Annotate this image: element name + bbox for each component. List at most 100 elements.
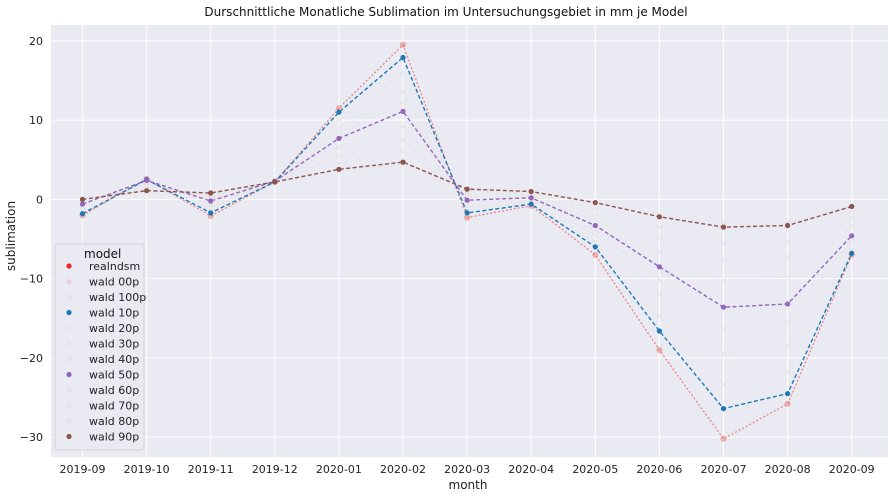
y-tick-label: −30 xyxy=(20,431,43,444)
x-tick-label: 2020-09 xyxy=(829,463,875,476)
legend-label: wald 90p xyxy=(89,431,139,444)
legend-marker xyxy=(66,418,72,424)
series-point-wald-50p xyxy=(528,195,534,201)
series-line-wald-40p xyxy=(82,102,853,330)
series-point-wald-30p xyxy=(593,232,598,238)
series-point-wald-90p xyxy=(464,186,470,192)
series-point-wald-70p xyxy=(400,137,406,143)
series-point-wald-80p xyxy=(336,160,342,166)
series-point-wald-20p xyxy=(657,314,662,319)
legend-label: wald 10p xyxy=(89,307,139,320)
series-point-wald-50p xyxy=(849,233,855,239)
legend-label: wald 20p xyxy=(89,322,139,335)
series-point-wald-90p xyxy=(400,159,406,165)
series-line-wald-70p xyxy=(82,139,852,261)
legend-marker xyxy=(66,340,72,347)
series-point-wald-50p xyxy=(785,301,791,307)
series-point-wald-90p xyxy=(336,166,342,172)
series-point-wald-90p xyxy=(656,214,663,220)
series-point-wald-70p xyxy=(464,191,470,196)
series-point-wald-30p xyxy=(464,205,470,210)
series-point-wald-00p xyxy=(656,346,663,353)
series-point-realndsm xyxy=(400,42,406,47)
series-point-wald-10p xyxy=(336,109,342,115)
series-point-wald-50p xyxy=(592,222,598,229)
series-point-wald-50p xyxy=(79,201,86,207)
series-point-wald-30p xyxy=(400,90,406,95)
series-point-wald-00p xyxy=(720,435,727,442)
legend: model realndsm wald 00p wald 100p wald 10p w… xyxy=(54,243,146,451)
chart-title: Durschnittliche Monatliche Sublimation i… xyxy=(204,5,687,19)
series-point-wald-30p xyxy=(849,240,854,246)
series-point-wald-50p xyxy=(144,177,150,183)
series-point-wald-00p xyxy=(592,251,599,258)
series-point-wald-70p xyxy=(593,212,598,217)
legend-items: realndsm wald 00p wald 100p wald 10p wald 20… xyxy=(66,260,146,444)
y-tick-labels: 20 10 0 −10 −20 −30 xyxy=(20,35,43,444)
legend-label: wald 60p xyxy=(89,384,139,397)
x-tick-label: 2019-10 xyxy=(124,463,170,476)
series-point-wald-90p xyxy=(208,190,214,196)
legend-marker xyxy=(66,309,72,316)
series-point-wald-10p xyxy=(720,406,727,412)
legend-label: wald 30p xyxy=(89,338,139,351)
legend-marker xyxy=(66,294,72,300)
series-line-wald-80p xyxy=(82,151,852,244)
series-point-wald-20p xyxy=(400,70,406,75)
series-point-realndsm xyxy=(593,252,598,258)
x-tick-label: 2019-09 xyxy=(60,463,106,476)
series-point-wald-80p xyxy=(657,224,662,230)
series-point-wald-50p xyxy=(336,135,342,141)
series-point-wald-60p xyxy=(849,224,854,229)
series-point-wald-80p xyxy=(721,240,726,246)
legend-title: model xyxy=(84,247,121,261)
legend-label: wald 80p xyxy=(89,415,139,428)
series-point-wald-40p xyxy=(657,278,662,283)
series-point-wald-60p xyxy=(593,217,598,223)
legend-label: wald 100p xyxy=(89,291,146,304)
series-point-wald-40p xyxy=(721,326,726,331)
series-point-wald-50p xyxy=(464,197,470,203)
x-tick-label: 2020-05 xyxy=(572,463,618,476)
series-line-wald-30p xyxy=(82,91,853,355)
x-tick-label: 2020-03 xyxy=(444,463,490,476)
series-point-wald-10p xyxy=(785,391,791,397)
series-point-wald-20p xyxy=(593,239,598,244)
plot-background xyxy=(51,25,888,457)
y-tick-label: 0 xyxy=(36,193,43,206)
series-point-wald-90p xyxy=(79,196,86,202)
series-point-wald-40p xyxy=(785,320,790,326)
series-point-wald-30p xyxy=(336,125,342,131)
series-point-wald-70p xyxy=(721,257,726,262)
series-point-wald-90p xyxy=(592,200,598,206)
series-point-wald-50p xyxy=(208,198,214,204)
series-point-wald-90p xyxy=(849,203,855,210)
legend-marker xyxy=(66,371,72,378)
series-line-realndsm xyxy=(82,43,853,440)
legend-marker xyxy=(66,263,72,269)
series-point-wald-60p xyxy=(785,274,790,280)
series-point-wald-00p xyxy=(784,400,791,407)
series-point-wald-80p xyxy=(849,209,854,215)
legend-marker xyxy=(66,356,72,362)
series-point-wald-20p xyxy=(336,117,342,123)
series-point-wald-60p xyxy=(400,124,406,129)
grid xyxy=(51,25,888,457)
series-point-wald-10p xyxy=(208,210,214,216)
series-point-wald-10p xyxy=(592,244,598,250)
series-point-wald-30p xyxy=(80,206,85,212)
x-tick-label: 2019-11 xyxy=(188,463,234,476)
x-tick-label: 2020-07 xyxy=(701,463,747,476)
series-point-wald-30p xyxy=(785,343,790,349)
x-tick-labels: 2019-09 2019-10 2019-11 2019-12 2020-01 2020-… xyxy=(60,463,875,476)
y-tick-label: −10 xyxy=(20,273,43,286)
series-point-wald-60p xyxy=(721,278,726,283)
series-point-wald-90p xyxy=(144,188,150,194)
legend-marker xyxy=(66,387,72,393)
series-points xyxy=(79,41,855,442)
y-tick-label: −20 xyxy=(20,352,43,365)
series-point-wald-10p xyxy=(400,54,406,61)
series-point-wald-10p xyxy=(656,328,663,334)
series-point-wald-10p xyxy=(464,210,470,216)
x-tick-label: 2020-06 xyxy=(636,463,682,476)
